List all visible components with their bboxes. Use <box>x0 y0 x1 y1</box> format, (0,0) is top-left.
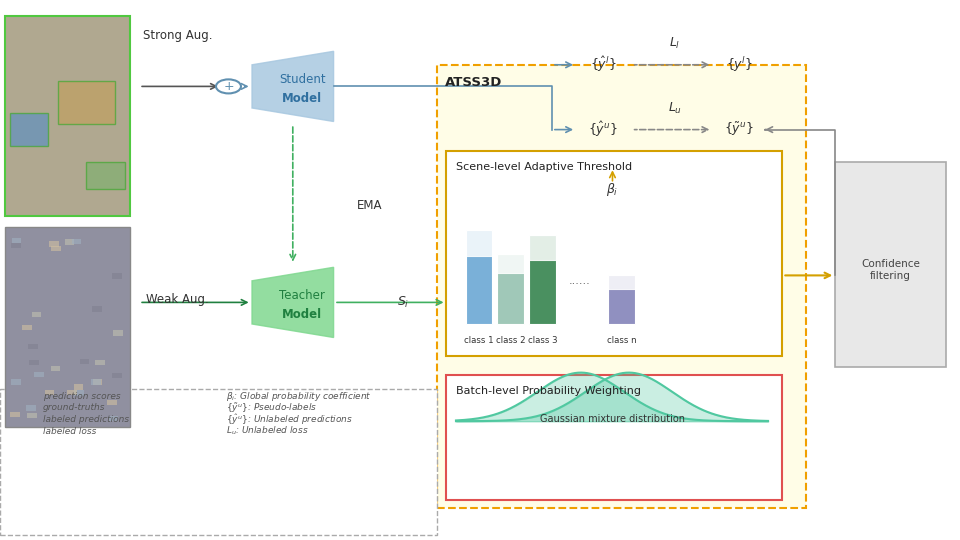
FancyBboxPatch shape <box>67 390 77 395</box>
FancyBboxPatch shape <box>51 246 60 251</box>
Text: $L_l$: $L_l$ <box>669 36 681 51</box>
FancyBboxPatch shape <box>86 162 125 189</box>
FancyBboxPatch shape <box>74 390 84 396</box>
FancyBboxPatch shape <box>45 389 55 395</box>
Text: labeled loss: labeled loss <box>43 427 97 436</box>
FancyBboxPatch shape <box>529 235 556 324</box>
FancyBboxPatch shape <box>0 389 437 535</box>
Text: class n: class n <box>607 336 636 345</box>
FancyBboxPatch shape <box>91 379 101 384</box>
Text: $\{\tilde{y}^u\}$: Pseudo-labels: $\{\tilde{y}^u\}$: Pseudo-labels <box>226 401 317 415</box>
Text: Model: Model <box>282 308 323 321</box>
FancyBboxPatch shape <box>5 16 130 216</box>
FancyBboxPatch shape <box>497 254 524 324</box>
FancyBboxPatch shape <box>27 413 36 418</box>
Text: EMA: EMA <box>357 199 382 212</box>
FancyBboxPatch shape <box>12 379 21 384</box>
FancyBboxPatch shape <box>835 162 946 367</box>
Text: $\{\hat{y}^l\}$: $\{\hat{y}^l\}$ <box>589 55 616 75</box>
FancyBboxPatch shape <box>112 273 122 279</box>
Text: $S_i$: $S_i$ <box>397 295 409 310</box>
FancyBboxPatch shape <box>107 400 116 405</box>
Polygon shape <box>252 267 334 338</box>
FancyBboxPatch shape <box>26 405 36 410</box>
Text: class 2: class 2 <box>496 336 525 345</box>
Text: Gaussian mixture distribution: Gaussian mixture distribution <box>540 414 685 423</box>
FancyBboxPatch shape <box>58 81 115 124</box>
Text: $\beta_i$: $\beta_i$ <box>607 180 618 198</box>
FancyBboxPatch shape <box>113 330 123 335</box>
Text: ground-truths: ground-truths <box>43 403 106 412</box>
Text: Model: Model <box>282 92 323 105</box>
FancyBboxPatch shape <box>5 227 130 427</box>
Text: Weak Aug.: Weak Aug. <box>146 293 209 306</box>
FancyBboxPatch shape <box>51 366 60 372</box>
FancyBboxPatch shape <box>446 151 782 356</box>
FancyBboxPatch shape <box>34 372 43 377</box>
Text: Confidence
filtering: Confidence filtering <box>861 259 920 281</box>
Polygon shape <box>252 51 334 122</box>
Text: ATSS3D: ATSS3D <box>444 76 502 90</box>
FancyBboxPatch shape <box>446 375 782 500</box>
Text: class 3: class 3 <box>528 336 557 345</box>
Text: $\{\tilde{y}^u\}$: $\{\tilde{y}^u\}$ <box>724 121 755 138</box>
Text: $\{y^l\}$: $\{y^l\}$ <box>726 56 753 74</box>
Text: prediction scores: prediction scores <box>43 392 121 401</box>
FancyBboxPatch shape <box>609 275 636 289</box>
FancyBboxPatch shape <box>74 384 84 390</box>
Text: class 1: class 1 <box>465 336 493 345</box>
FancyBboxPatch shape <box>80 359 89 364</box>
FancyBboxPatch shape <box>28 344 37 349</box>
Text: +: + <box>223 80 234 93</box>
Text: $\{\hat{y}^u\}$: Unlabeled predictions: $\{\hat{y}^u\}$: Unlabeled predictions <box>226 412 352 427</box>
FancyBboxPatch shape <box>11 411 20 417</box>
FancyBboxPatch shape <box>10 113 48 146</box>
FancyBboxPatch shape <box>609 275 636 324</box>
Text: $L_u$: $L_u$ <box>668 100 682 116</box>
Text: Student: Student <box>279 73 325 86</box>
FancyBboxPatch shape <box>437 65 806 508</box>
FancyBboxPatch shape <box>108 416 118 421</box>
Text: Scene-level Adaptive Threshold: Scene-level Adaptive Threshold <box>456 162 632 172</box>
Text: $\beta_i$: Global probability coefficient: $\beta_i$: Global probability coefficien… <box>226 389 372 403</box>
Text: Teacher: Teacher <box>279 289 325 302</box>
FancyBboxPatch shape <box>72 239 82 244</box>
FancyBboxPatch shape <box>64 239 74 245</box>
FancyBboxPatch shape <box>22 325 32 330</box>
Text: $L_u$: Unlabeled loss: $L_u$: Unlabeled loss <box>226 425 308 437</box>
FancyBboxPatch shape <box>32 312 41 317</box>
Text: labeled predictions: labeled predictions <box>43 415 130 424</box>
FancyBboxPatch shape <box>95 360 105 365</box>
FancyBboxPatch shape <box>12 238 21 243</box>
Text: $\{\hat{y}^u\}$: $\{\hat{y}^u\}$ <box>588 120 618 139</box>
FancyBboxPatch shape <box>11 243 20 248</box>
FancyBboxPatch shape <box>92 306 102 312</box>
Text: Strong Aug.: Strong Aug. <box>143 29 212 42</box>
FancyBboxPatch shape <box>29 360 38 366</box>
FancyBboxPatch shape <box>466 230 492 324</box>
FancyBboxPatch shape <box>497 254 524 273</box>
FancyBboxPatch shape <box>49 241 59 247</box>
Text: Batch-level Probability Weighting: Batch-level Probability Weighting <box>456 386 641 396</box>
Text: ......: ...... <box>569 276 590 286</box>
FancyBboxPatch shape <box>466 230 492 256</box>
FancyBboxPatch shape <box>112 373 122 379</box>
FancyBboxPatch shape <box>92 379 102 384</box>
FancyBboxPatch shape <box>529 235 556 260</box>
